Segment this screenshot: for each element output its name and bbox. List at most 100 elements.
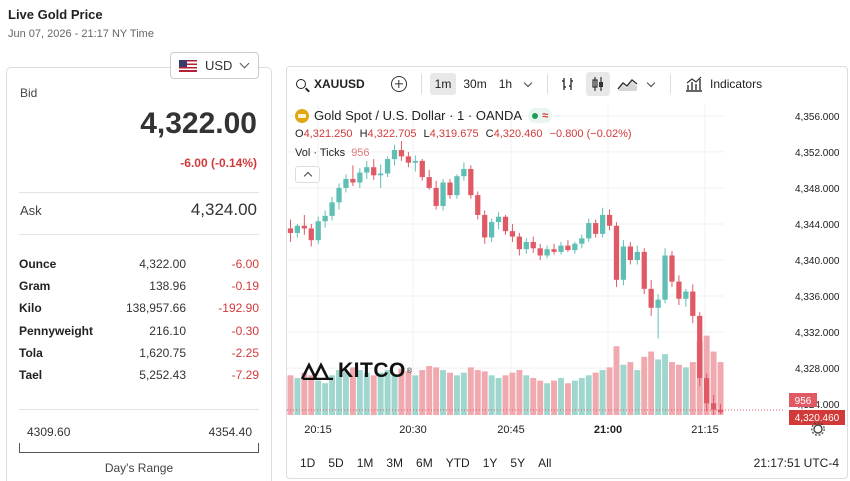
unit-change: -7.29 bbox=[231, 367, 259, 382]
y-tick-label: 4,356.000 bbox=[795, 112, 840, 123]
page-timestamp: Jun 07, 2026 - 21:17 NY Time bbox=[8, 28, 154, 40]
unit-price-table: Ounce 4,322.00 -6.00 Gram 138.96 -0.19 K… bbox=[19, 257, 259, 390]
unit-change: -192.90 bbox=[218, 301, 259, 316]
volume-bar bbox=[377, 372, 384, 415]
range-5y-button[interactable]: 5Y bbox=[510, 456, 526, 470]
range-all-button[interactable]: All bbox=[538, 456, 552, 470]
range-1d-button[interactable]: 1D bbox=[300, 456, 316, 470]
unit-change: -0.30 bbox=[231, 323, 259, 338]
volume-bar bbox=[301, 372, 308, 415]
currency-select[interactable]: USD bbox=[170, 52, 259, 79]
chart-style-chevron-down-icon[interactable] bbox=[646, 78, 656, 87]
candle-body bbox=[530, 241, 536, 249]
candle-body bbox=[509, 231, 516, 237]
volume-bar bbox=[356, 370, 363, 415]
volume-bar bbox=[440, 370, 447, 415]
low-value: 4,319.675 bbox=[429, 128, 479, 140]
indicators-button[interactable]: Indicators bbox=[685, 76, 762, 92]
candle-body bbox=[683, 291, 689, 299]
timeframe-1m-button[interactable]: 1m bbox=[429, 73, 457, 95]
volume-bar bbox=[551, 380, 558, 415]
candle-body bbox=[488, 222, 495, 238]
day-range-bar bbox=[19, 443, 259, 453]
candle-body bbox=[308, 228, 314, 241]
volume-bar bbox=[467, 367, 474, 415]
toolbar-divider bbox=[547, 74, 549, 94]
timeframe-30m-button[interactable]: 30m bbox=[463, 77, 487, 91]
volume-bar bbox=[384, 370, 391, 415]
volume-bar bbox=[710, 351, 717, 415]
range-1y-button[interactable]: 1Y bbox=[482, 456, 498, 470]
candle-body bbox=[662, 255, 668, 300]
range-3m-button[interactable]: 3M bbox=[386, 456, 404, 470]
candles-icon[interactable] bbox=[586, 72, 611, 96]
collapse-legend-button[interactable] bbox=[295, 166, 320, 183]
volume-bar bbox=[585, 375, 592, 415]
price-card bbox=[6, 67, 272, 481]
volume-bar bbox=[558, 377, 564, 415]
volume-bar bbox=[447, 372, 453, 415]
volume-bar bbox=[530, 377, 537, 415]
y-tick-label: 4,340.000 bbox=[795, 256, 840, 267]
unit-row-tola: Tola 1,620.75 -2.25 bbox=[19, 346, 259, 368]
volume-bar bbox=[308, 375, 315, 415]
candle-body bbox=[433, 187, 439, 206]
volume-bar bbox=[433, 367, 440, 415]
range-1m-button[interactable]: 1M bbox=[356, 456, 374, 470]
volume-bar bbox=[287, 375, 294, 415]
chevron-down-icon bbox=[240, 58, 250, 69]
range-5d-button[interactable]: 5D bbox=[328, 456, 344, 470]
volume-bar bbox=[453, 375, 460, 415]
volume-bar bbox=[620, 364, 627, 415]
ask-label: Ask bbox=[20, 203, 42, 218]
volume-bar bbox=[613, 346, 620, 415]
divider bbox=[19, 192, 259, 193]
timeframe-chevron-down-icon[interactable] bbox=[523, 78, 533, 87]
open-value: 4,321.250 bbox=[303, 128, 353, 140]
unit-price: 138.96 bbox=[149, 279, 186, 294]
symbol-search[interactable]: XAUUSD bbox=[296, 77, 365, 91]
unit-price: 4,322.00 bbox=[139, 257, 186, 271]
volume-bar bbox=[294, 377, 301, 415]
candle-body bbox=[343, 178, 349, 188]
range-ytd-button[interactable]: YTD bbox=[445, 456, 470, 470]
chart-panel: XAUUSD 1m 30m 1h Indicators 4,356.000 4,3… bbox=[286, 66, 848, 479]
candle-body bbox=[586, 223, 592, 239]
market-status-badge[interactable]: ≈ bbox=[528, 108, 553, 123]
candle-body bbox=[495, 216, 502, 223]
timeframe-1h-button[interactable]: 1h bbox=[498, 77, 513, 91]
candle-body bbox=[364, 167, 370, 173]
volume-bar bbox=[349, 367, 356, 415]
volume-bar bbox=[509, 372, 516, 415]
volume-bar bbox=[669, 362, 675, 415]
volume-bar bbox=[648, 351, 655, 415]
gear-icon-teeth bbox=[811, 422, 825, 436]
x-tick-label: 21:15 bbox=[691, 424, 719, 436]
ask-value: 4,324.00 bbox=[190, 200, 257, 219]
indicators-label: Indicators bbox=[710, 77, 763, 91]
volume-bar bbox=[502, 375, 509, 415]
line-style-icon[interactable] bbox=[616, 72, 640, 96]
candle-body bbox=[676, 281, 682, 299]
gear-icon[interactable] bbox=[813, 424, 823, 434]
bid-value: 4,322.00 bbox=[140, 107, 257, 140]
price-chart[interactable]: 4,356.000 4,352.000 4,348.000 4,344.000 4,34… bbox=[287, 101, 848, 451]
bar-style-icon[interactable] bbox=[556, 72, 580, 96]
candle-body bbox=[412, 160, 418, 163]
candle-body bbox=[405, 156, 412, 163]
compare-plus-icon[interactable] bbox=[390, 76, 407, 92]
candle-body bbox=[690, 291, 696, 316]
volume-bar bbox=[689, 362, 696, 415]
candle-body bbox=[398, 150, 405, 157]
unit-row-tael: Tael 5,252.43 -7.29 bbox=[19, 368, 259, 390]
candle-body bbox=[579, 238, 585, 244]
volume-bar bbox=[599, 370, 606, 415]
unit-change: -6.00 bbox=[231, 257, 259, 271]
bid-change: -6.00 (-0.14%) bbox=[180, 156, 257, 170]
chart-clock[interactable]: 21:17:51 UTC-4 bbox=[753, 456, 839, 470]
range-6m-button[interactable]: 6M bbox=[416, 456, 433, 470]
unit-row-pennyweight: Pennyweight 216.10 -0.30 bbox=[19, 324, 259, 346]
volume-bar bbox=[516, 370, 523, 415]
unit-price: 216.10 bbox=[149, 323, 186, 338]
candle-body bbox=[516, 236, 523, 250]
